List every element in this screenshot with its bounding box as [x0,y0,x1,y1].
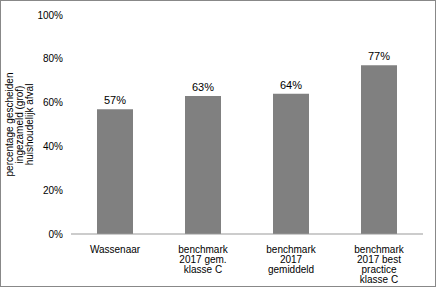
svg-text:57%: 57% [104,94,126,106]
svg-text:80%: 80% [43,53,63,64]
svg-text:20%: 20% [43,185,63,196]
svg-text:100%: 100% [37,10,63,21]
svg-text:0%: 0% [49,229,64,240]
svg-text:benchmark2017gemiddeld: benchmark2017gemiddeld [266,244,316,275]
svg-text:63%: 63% [192,81,214,93]
svg-text:Wassenaar: Wassenaar [90,244,141,255]
svg-text:benchmark2017 bestpracticeklas: benchmark2017 bestpracticeklasse C [354,244,404,285]
svg-text:benchmark2017 gem.klasse C: benchmark2017 gem.klasse C [178,244,228,275]
svg-text:40%: 40% [43,141,63,152]
svg-text:77%: 77% [368,50,390,62]
svg-text:percentage gescheideningezamel: percentage gescheideningezameld (grof)hu… [8,73,35,177]
svg-text:64%: 64% [280,79,302,91]
svg-text:60%: 60% [43,97,63,108]
